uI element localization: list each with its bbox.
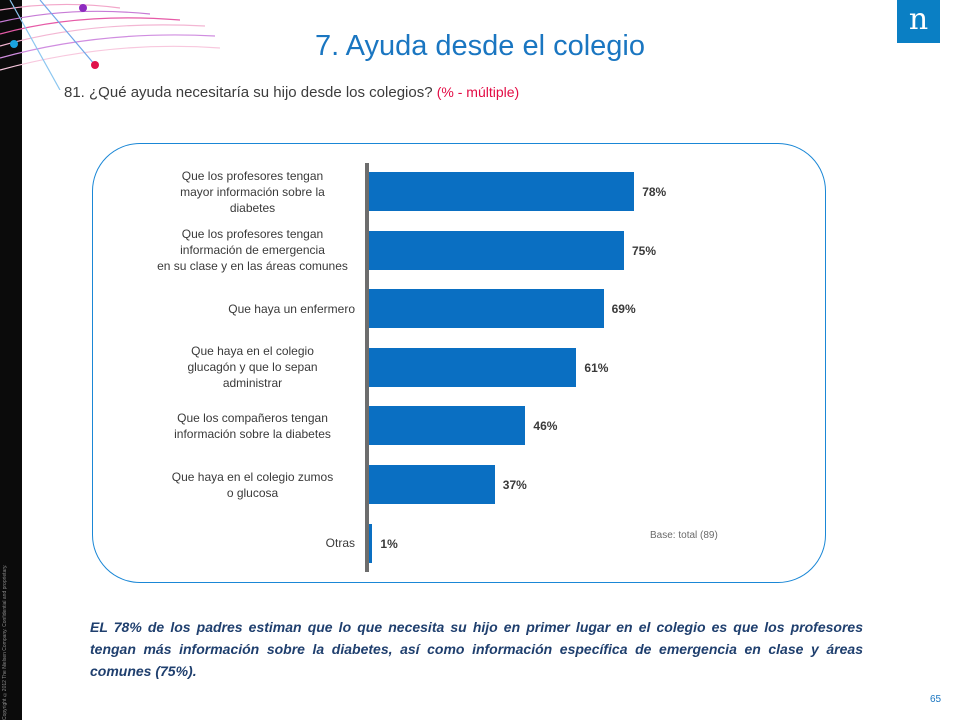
category-label-line: en su clase y en las áreas comunes [157, 259, 348, 274]
category-label-line: mayor información sobre la [180, 184, 325, 199]
category-label-line: Que los compañeros tengan [177, 410, 328, 425]
conclusion-text: EL 78% de los padres estiman que lo que … [90, 619, 863, 679]
bar-4 [369, 347, 577, 387]
value-label-3: 69% [611, 302, 636, 317]
category-label-line: glucagón y que lo sepan [187, 360, 318, 375]
value-label-5: 46% [533, 419, 558, 434]
category-label-line: información sobre la diabetes [174, 426, 331, 441]
category-label-line: o glucosa [226, 485, 279, 500]
category-label-line: administrar [222, 376, 283, 391]
category-label-2: Que los profesores tengan información de … [150, 226, 355, 274]
question-text: 81. ¿Qué ayuda necesitaría su hijo desde… [64, 84, 433, 101]
category-label-line: Que los profesores tengan [181, 227, 324, 242]
left-dark-strip [0, 0, 22, 720]
category-label-line: Que haya un enfermero [228, 301, 355, 316]
bar-5 [369, 406, 526, 446]
copyright-notice: Copyright ©2012 The Nielsen Company. Con… [2, 564, 8, 720]
question-subtitle: 81. ¿Qué ayuda necesitaría su hijo desde… [64, 84, 519, 101]
category-label-4: Que haya en el colegio glucagón y que lo … [150, 343, 355, 391]
category-label-line: Que haya en el colegio zumos [171, 469, 334, 484]
category-label-line: Que haya en el colegio [191, 344, 314, 359]
category-label-5: Que los compañeros tengan información sob… [150, 410, 355, 442]
category-label-3: Que haya un enfermero [150, 301, 355, 317]
value-label-2: 75% [632, 243, 657, 258]
chart-axis [365, 163, 369, 572]
value-label-4: 61% [584, 360, 609, 375]
question-note: (% - múltiple) [436, 84, 520, 100]
category-label-7: Otras [150, 535, 355, 551]
bar-6 [369, 465, 495, 504]
category-label-line: diabetes [229, 200, 276, 215]
bar-2 [369, 230, 624, 270]
page-number: 65 [930, 694, 942, 705]
category-label-line: Que los profesores tengan [181, 168, 324, 183]
category-label-line: información de emergencia [180, 243, 325, 258]
decorative-network-graphic [0, 0, 220, 90]
base-note: Base: total (89) [650, 530, 718, 541]
bar-1 [369, 172, 635, 211]
bar-7 [369, 523, 373, 563]
chart-frame [92, 143, 826, 583]
category-label-1: Que los profesores tengan mayor informaci… [150, 168, 355, 216]
value-label-6: 37% [502, 478, 527, 492]
nielsen-logo: n [897, 0, 940, 43]
value-label-1: 78% [642, 185, 667, 199]
page-title: 7. Ayuda desde el colegio [314, 30, 645, 62]
bar-3 [369, 289, 604, 329]
value-label-7: 1% [380, 536, 398, 551]
category-label-6: Que haya en el colegio zumos o glucosa [150, 469, 355, 501]
category-label-line: Otras [325, 536, 355, 551]
